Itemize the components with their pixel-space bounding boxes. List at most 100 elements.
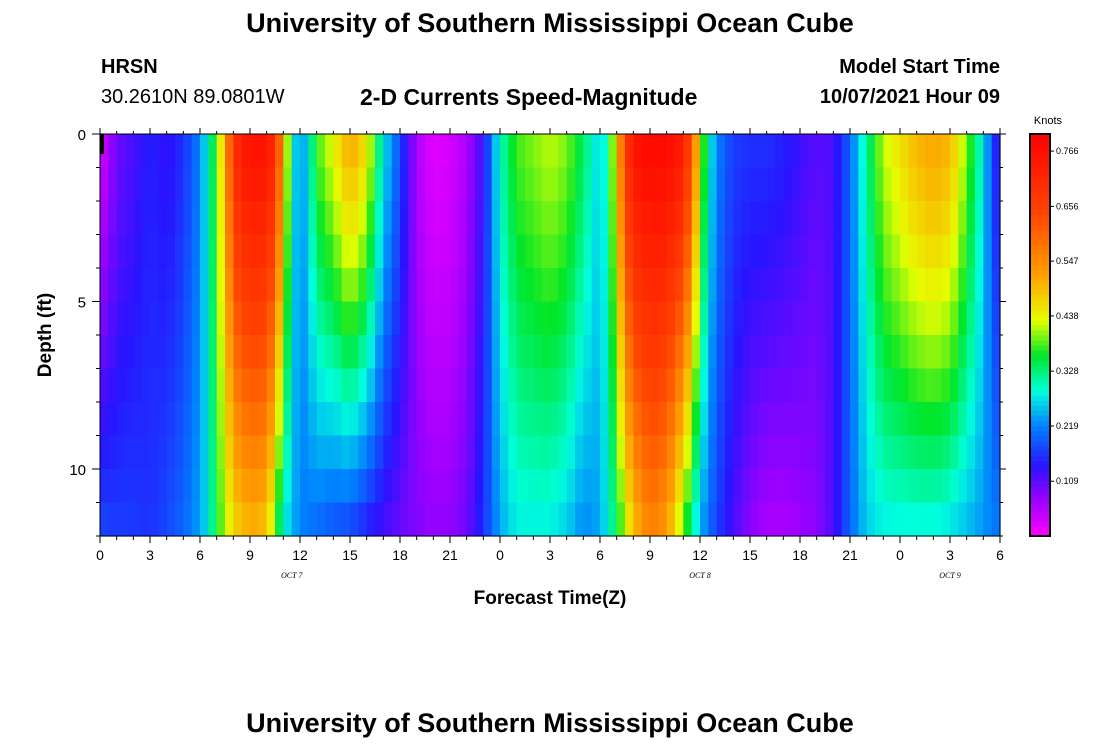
heatmap-cell	[791, 402, 801, 437]
heatmap-cell	[850, 435, 859, 470]
heatmap-cell	[933, 234, 943, 269]
heatmap-cell	[233, 335, 243, 370]
heatmap-cell	[208, 301, 218, 336]
heatmap-cell	[858, 435, 868, 470]
heatmap-cell	[275, 502, 284, 537]
x-tick-label: 0	[896, 547, 904, 563]
colorbar-segment	[1030, 139, 1050, 145]
heatmap-cell	[516, 301, 526, 336]
colorbar-segment	[1030, 279, 1050, 286]
heatmap-cell	[541, 435, 551, 470]
heatmap-cell	[916, 469, 926, 504]
heatmap-cell	[225, 368, 234, 403]
heatmap-cell	[975, 268, 984, 303]
heatmap-cell	[708, 469, 718, 504]
heatmap-cell	[908, 268, 918, 303]
heatmap-cell	[700, 301, 709, 336]
heatmap-cell	[158, 134, 168, 169]
heatmap-cell	[416, 368, 426, 403]
heatmap-cell	[958, 402, 968, 437]
colorbar-segment	[1030, 284, 1050, 291]
colorbar-segment	[1030, 199, 1050, 205]
heatmap-cell	[966, 469, 976, 504]
heatmap-cell	[166, 134, 176, 169]
colorbar-segment	[1030, 224, 1050, 231]
heatmap-cell	[416, 301, 426, 336]
heatmap-cell	[666, 335, 676, 370]
heatmap-cell	[558, 335, 568, 370]
heatmap-cell	[425, 469, 434, 504]
heatmap-cell	[583, 502, 593, 537]
heatmap-cell	[450, 268, 459, 303]
heatmap-cell	[550, 402, 559, 437]
heatmap-cell	[658, 268, 668, 303]
heatmap-cell	[341, 435, 351, 470]
heatmap-cell	[433, 301, 443, 336]
heatmap-cell	[158, 435, 168, 470]
heatmap-cell	[308, 301, 318, 336]
heatmap-cell	[908, 234, 918, 269]
heatmap-cell	[225, 134, 234, 169]
heatmap-cell	[683, 435, 693, 470]
y-tick-label: 10	[69, 462, 86, 479]
heatmap-cell	[441, 335, 451, 370]
heatmap-cell	[983, 335, 993, 370]
heatmap-cell	[925, 368, 934, 403]
heatmap-cell	[366, 402, 376, 437]
heatmap-cell	[600, 435, 609, 470]
colorbar-segment	[1030, 314, 1050, 321]
heatmap-cell	[458, 301, 468, 336]
heatmap-cell	[925, 268, 934, 303]
heatmap-cell	[833, 134, 843, 169]
heatmap-cell	[991, 335, 1001, 370]
heatmap-cell	[775, 201, 784, 236]
heatmap-cell	[300, 469, 309, 504]
heatmap-cell	[766, 301, 776, 336]
heatmap-cell	[700, 402, 709, 437]
heatmap-cell	[491, 268, 501, 303]
heatmap-cell	[383, 368, 393, 403]
heatmap-cell	[600, 301, 609, 336]
heatmap-cell	[116, 435, 126, 470]
heatmap-cell	[858, 201, 868, 236]
heatmap-cell	[258, 268, 268, 303]
heatmap-cell	[750, 268, 759, 303]
colorbar-segment	[1030, 335, 1050, 341]
heatmap-cell	[583, 368, 593, 403]
heatmap-cell	[216, 402, 226, 437]
heatmap-cell	[166, 268, 176, 303]
heatmap-cell	[166, 435, 176, 470]
x-tick-label: 12	[292, 547, 308, 563]
heatmap-cell	[116, 301, 126, 336]
heatmap-cell	[658, 402, 668, 437]
heatmap-cell	[816, 234, 826, 269]
heatmap-cell	[783, 335, 793, 370]
heatmap-cell	[108, 402, 118, 437]
heatmap-cell	[650, 301, 659, 336]
heatmap-cell	[891, 502, 901, 537]
heatmap-cell	[825, 268, 834, 303]
heatmap-cell	[616, 201, 626, 236]
heatmap-cell	[783, 234, 793, 269]
heatmap-cell	[675, 301, 684, 336]
heatmap-cell	[116, 268, 126, 303]
heatmap-cell	[475, 502, 484, 537]
heatmap-cell	[466, 402, 476, 437]
heatmap-cell	[158, 368, 168, 403]
heatmap-cell	[791, 435, 801, 470]
heatmap-cell	[691, 469, 701, 504]
heatmap-cell	[316, 502, 326, 537]
heatmap-cell	[316, 335, 326, 370]
heatmap-cell	[516, 268, 526, 303]
heatmap-cell	[433, 502, 443, 537]
heatmap-cell	[658, 502, 668, 537]
heatmap-cell	[625, 268, 634, 303]
heatmap-cell	[608, 201, 618, 236]
heatmap-cell	[750, 469, 759, 504]
heatmap-cell	[591, 335, 601, 370]
heatmap-cell	[525, 368, 534, 403]
heatmap-cell	[291, 167, 301, 202]
heatmap-cell	[966, 368, 976, 403]
heatmap-cell	[658, 435, 668, 470]
heatmap-cell	[775, 469, 784, 504]
